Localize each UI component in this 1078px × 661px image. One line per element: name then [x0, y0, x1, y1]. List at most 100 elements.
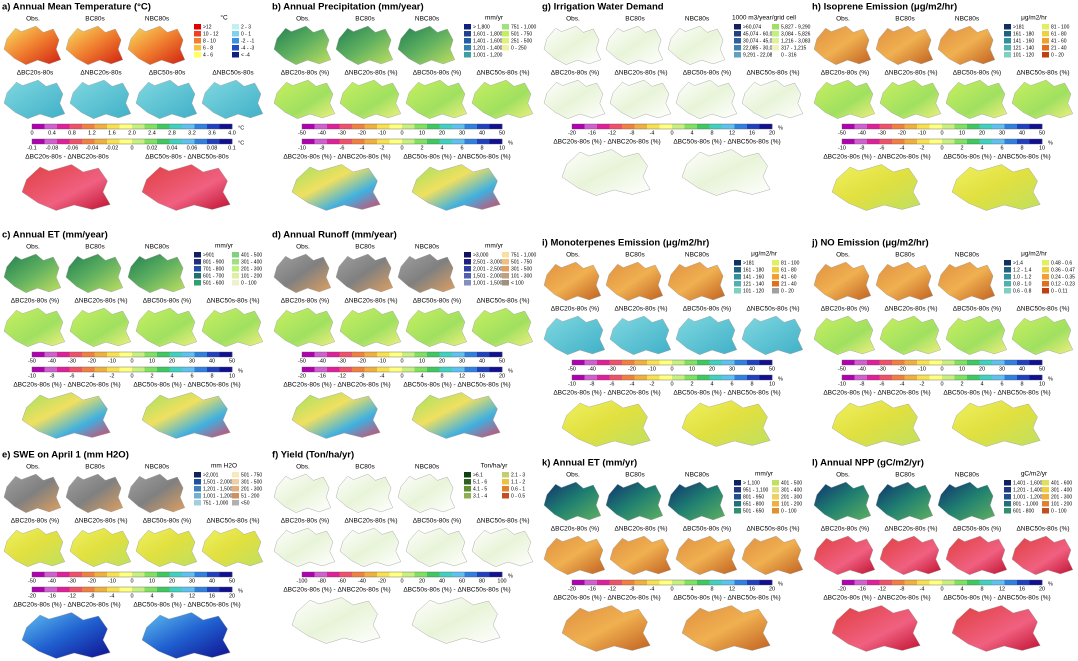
colorbar-segment — [340, 572, 353, 577]
colorbar-segment — [57, 139, 70, 144]
legend-entry: 0.48 - 0.6 — [1051, 260, 1072, 266]
colorbar-unit: % — [778, 125, 783, 131]
colorbar-segment — [302, 367, 315, 372]
colorbar-unit: % — [1048, 376, 1053, 382]
colorbar-segment — [315, 139, 328, 144]
legend-entry: 201 - 300 — [781, 494, 802, 500]
colorbar-segment — [327, 572, 340, 577]
legend-swatch — [502, 252, 509, 258]
legend-entry: 4 - 6 — [203, 52, 213, 58]
colorbar-tick: -10 — [378, 358, 386, 364]
colorbar-segment — [157, 367, 170, 372]
colorbar-tick: 8 — [210, 373, 213, 379]
colorbar-segment — [917, 360, 930, 365]
colorbar-segment — [697, 580, 710, 585]
legend-swatch — [1004, 508, 1011, 514]
map-label: ΔNBC20s-80s (%) — [344, 298, 397, 305]
colorbar-tick: 10 — [419, 358, 425, 364]
legend-entry: 51 - 200 — [241, 493, 260, 499]
colorbar-segment — [905, 360, 918, 365]
colorbar-tick: -16 — [588, 130, 596, 136]
legend-entry: 1,401 - 1,600 — [1013, 480, 1043, 486]
legend-swatch — [502, 259, 509, 265]
panel-title: i) Monoterpenes Emission (μg/m2/hr) — [542, 238, 709, 249]
legend-entry: 101 - 200 — [241, 273, 262, 279]
legend-entry: 501 - 750 — [241, 472, 262, 478]
colorbar-tick: -12 — [608, 586, 616, 592]
map-label: ΔNBC20s-80s — [80, 70, 122, 77]
legend-unit: 1000 m3/year/grid cell — [732, 15, 797, 22]
colorbar-segment — [967, 139, 980, 144]
colorbar-segment — [452, 572, 465, 577]
map — [814, 26, 871, 65]
colorbar-tick: 30 — [729, 366, 735, 372]
colorbar-segment — [905, 139, 918, 144]
colorbar-tick: 80 — [479, 578, 485, 584]
legend-unit: mm/yr — [485, 15, 504, 22]
colorbar-segment — [880, 139, 893, 144]
legend-entry: 3.1 - 4 — [473, 493, 487, 499]
legend-entry: 751 - 1,000 — [511, 252, 537, 258]
map — [398, 26, 455, 65]
colorbar-tick: -8 — [590, 381, 595, 387]
colorbar-segment — [572, 580, 585, 585]
colorbar-segment — [905, 580, 918, 585]
colorbar-segment — [70, 587, 83, 592]
colorbar-segment — [340, 367, 353, 372]
colorbar-segment — [107, 367, 120, 372]
colorbar-tick: 0 — [940, 366, 943, 372]
colorbar-segment — [610, 124, 623, 129]
colorbar-segment — [132, 572, 145, 577]
colorbar-tick: -4 — [630, 381, 635, 387]
colorbar-segment — [597, 360, 610, 365]
colorbar-segment — [427, 367, 440, 372]
legend-entry: 61 - 80 — [781, 267, 797, 273]
colorbar-segment — [390, 367, 403, 372]
colorbar-tick: 20 — [499, 373, 505, 379]
colorbar-segment — [315, 352, 328, 357]
colorbar-segment — [195, 572, 208, 577]
map-label: Obs. — [566, 472, 580, 479]
map-label: NBC80s — [415, 464, 440, 471]
colorbar-segment — [390, 139, 403, 144]
colorbar-tick: 0 — [670, 130, 673, 136]
map — [814, 316, 875, 355]
colorbar-tick: 4 — [710, 381, 713, 387]
map — [472, 528, 533, 567]
colorbar-tick: -40 — [858, 130, 866, 136]
colorbar-segment — [340, 139, 353, 144]
legend-swatch — [464, 266, 471, 272]
colorbar-segment — [490, 352, 503, 357]
colorbar-segment — [1017, 139, 1030, 144]
colorbar-segment — [145, 587, 158, 592]
colorbar-segment — [635, 580, 648, 585]
colorbar-tick: 0 — [400, 130, 403, 136]
map-label: ΔBC50s-80s (%) - ΔNBC50s-80s (%) — [943, 595, 1050, 602]
map — [946, 316, 1007, 355]
legend-entry: 601 - 800 — [1013, 508, 1034, 514]
colorbar-segment — [32, 139, 45, 144]
colorbar-tick: -2 — [650, 381, 655, 387]
colorbar-segment — [892, 360, 905, 365]
colorbar-segment — [622, 124, 635, 129]
colorbar-segment — [585, 124, 598, 129]
colorbar-segment — [1005, 360, 1018, 365]
legend-entry: 101 - 120 — [1013, 52, 1034, 58]
map — [938, 26, 995, 65]
colorbar-segment — [1030, 375, 1043, 380]
colorbar-tick: 2 — [690, 381, 693, 387]
colorbar-tick: -40 — [858, 366, 866, 372]
colorbar-tick: 4 — [690, 586, 693, 592]
legend-entry: 0.12 - 0.23 — [1051, 281, 1075, 287]
colorbar-tick: -10 — [298, 145, 306, 151]
legend-entry: 141 - 160 — [1013, 38, 1034, 44]
map — [142, 165, 230, 211]
colorbar-tick: 40 — [1019, 130, 1025, 136]
legend-swatch — [194, 273, 201, 279]
legend-entry: 161 - 180 — [1013, 31, 1034, 37]
legend-entry: 301 - 500 — [511, 266, 532, 272]
colorbar-segment — [867, 124, 880, 129]
map-label: ΔNBC50s-80s (%) — [206, 518, 259, 525]
colorbar-tick: 10 — [1039, 145, 1045, 151]
legend-entry: 4.1 - 5 — [473, 486, 487, 492]
